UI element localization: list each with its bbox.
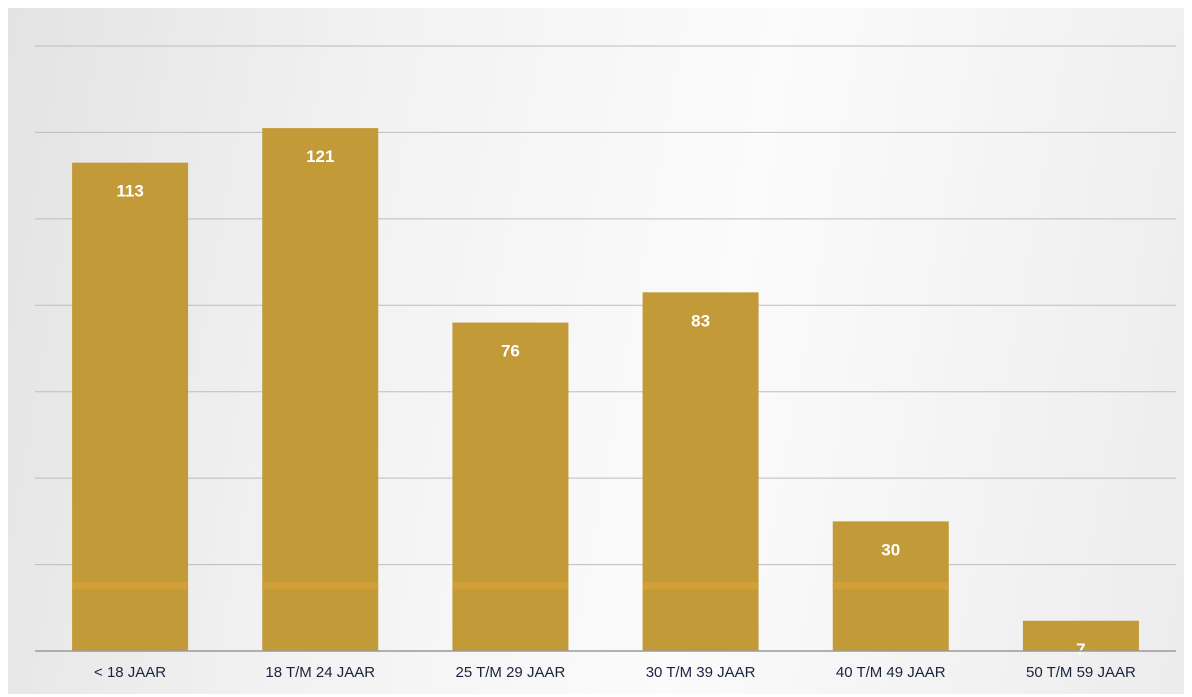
x-tick-label: 40 T/M 49 JAAR (836, 664, 946, 681)
bar-scan-stripe (452, 582, 569, 590)
bar (1022, 620, 1139, 651)
data-label: 7 (1076, 640, 1085, 659)
data-labels: 113 121 76 83 30 7 (116, 147, 1085, 659)
bar (452, 322, 569, 651)
x-tick-label: < 18 JAAR (94, 664, 166, 681)
x-tick-label: 50 T/M 59 JAAR (1026, 664, 1136, 681)
bar (72, 162, 189, 651)
data-label: 121 (306, 147, 334, 166)
x-tick-label: 25 T/M 29 JAAR (456, 664, 566, 681)
data-label: 113 (116, 182, 143, 201)
chart-area: 113 121 76 83 30 7 < 18 JAAR 18 T/M 24 JAAR 25 … (8, 8, 1184, 694)
bars (72, 128, 1139, 651)
x-axis-tick-labels: < 18 JAAR 18 T/M 24 JAAR 25 T/M 29 JAAR 30 … (94, 664, 1136, 681)
data-label: 76 (501, 342, 520, 361)
bar-chart: 113 121 76 83 30 7 < 18 JAAR 18 T/M 24 JAAR 25 … (35, 45, 1176, 681)
bar (262, 128, 379, 651)
data-label: 30 (881, 540, 900, 559)
x-tick-label: 18 T/M 24 JAAR (265, 664, 375, 681)
bar-scan-stripe (642, 582, 759, 590)
caption-fragment (0, 0, 1192, 6)
data-label: 83 (691, 311, 710, 330)
bar-scan-stripe (72, 582, 189, 590)
bar-scan-stripe (832, 582, 949, 590)
bar-scan-stripe (262, 582, 379, 590)
x-tick-label: 30 T/M 39 JAAR (646, 664, 756, 681)
gridlines (35, 45, 1176, 566)
bar (642, 292, 759, 651)
